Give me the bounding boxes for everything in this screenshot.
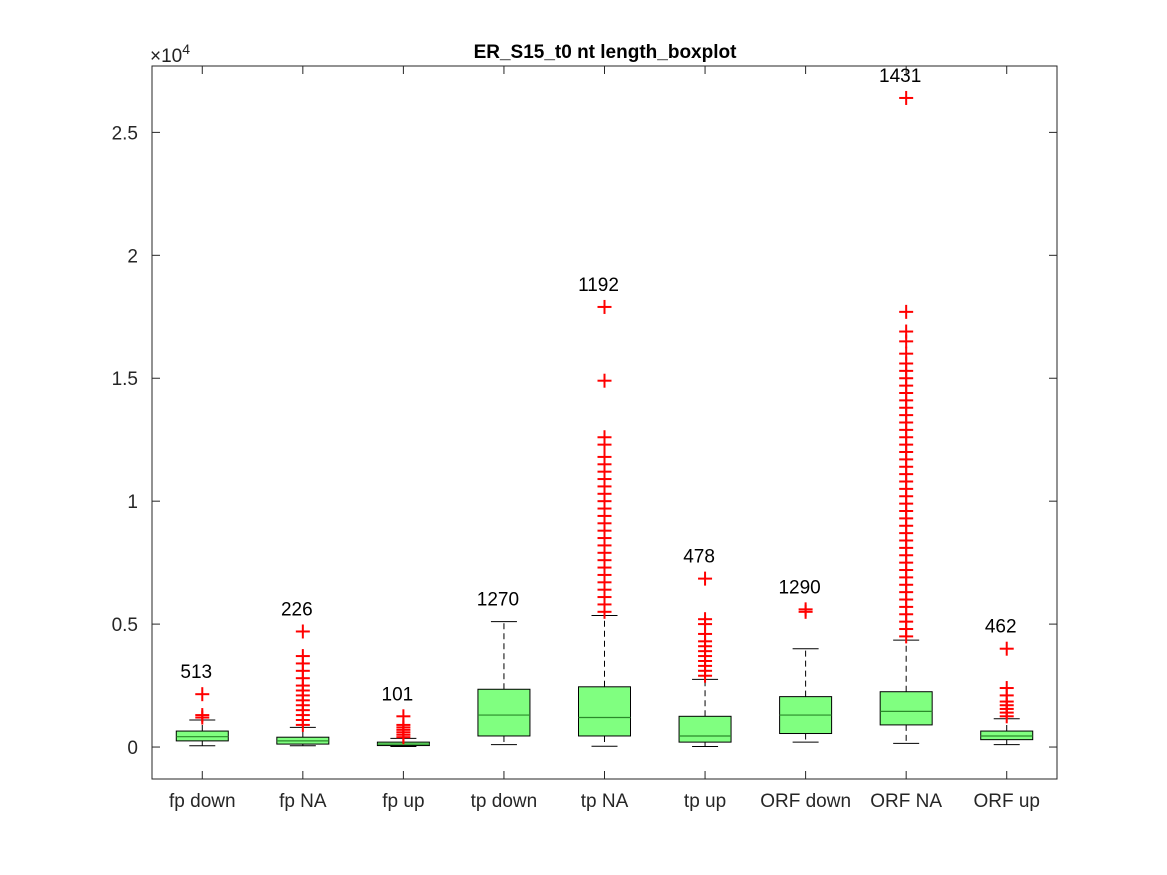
- box: [578, 686, 631, 737]
- x-tick-label: tp up: [684, 791, 726, 812]
- count-label: 1431: [879, 66, 921, 87]
- count-label: 1192: [578, 275, 619, 296]
- svg-text:×104: ×104: [150, 41, 190, 67]
- y-axis: 0 0.5 1 1.5 2 2.5: [112, 123, 1057, 759]
- outlier-marker: [999, 681, 1014, 696]
- outlier-marker: [698, 571, 713, 586]
- chart-title: ER_S15_t0 nt length_boxplot: [474, 42, 738, 63]
- box: [879, 691, 933, 726]
- box-series: [175, 90, 1034, 748]
- box-group: [477, 621, 531, 746]
- y-tick-label: 1.5: [112, 369, 138, 390]
- count-label: 478: [683, 547, 715, 568]
- x-tick-label: ORF up: [973, 791, 1040, 812]
- outlier-marker: [597, 299, 612, 314]
- outlier-marker: [899, 90, 914, 105]
- count-labels: 513 226 101 1270 1192 478 1290 1431 462: [180, 66, 1016, 705]
- outlier-marker: [899, 304, 914, 319]
- outlier-marker: [396, 709, 411, 724]
- box-group: [879, 90, 933, 744]
- y-tick-label: 2: [127, 246, 138, 267]
- x-tick-label: fp NA: [279, 791, 327, 812]
- y-tick-label: 1: [127, 492, 138, 513]
- x-tick-label: fp up: [382, 791, 424, 812]
- x-tick-label: ORF NA: [870, 791, 942, 812]
- x-axis: fp down fp NA fp up tp down tp NA tp up ORF do…: [169, 66, 1040, 812]
- outlier-marker: [597, 373, 612, 388]
- x-tick-label: tp NA: [581, 791, 629, 812]
- box: [980, 730, 1034, 741]
- box: [175, 730, 229, 742]
- y-axis-exponent-label: ×104: [150, 41, 190, 67]
- outlier-marker: [295, 624, 310, 639]
- outlier-marker: [798, 602, 813, 617]
- x-tick-label: tp down: [471, 791, 538, 812]
- y-axis-exponent-base: ×10: [150, 46, 182, 67]
- outlier-marker: [698, 612, 713, 627]
- box-group: [980, 641, 1034, 746]
- outlier-marker: [195, 687, 210, 702]
- outlier-marker: [999, 641, 1014, 656]
- count-label: 101: [382, 684, 414, 705]
- y-tick-label: 0: [127, 738, 138, 759]
- outlier-marker: [597, 449, 612, 464]
- y-axis-exponent-power: 4: [182, 41, 190, 57]
- outlier-marker: [899, 324, 914, 339]
- count-label: 513: [180, 662, 212, 683]
- count-label: 462: [985, 617, 1017, 638]
- count-label: 1270: [477, 590, 519, 611]
- x-tick-label: ORF down: [760, 791, 851, 812]
- y-tick-label: 0.5: [112, 615, 138, 636]
- count-label: 226: [281, 599, 313, 620]
- x-tick-label: fp down: [169, 791, 236, 812]
- box-group: [578, 299, 631, 747]
- count-label: 1290: [778, 577, 820, 598]
- box: [477, 688, 531, 737]
- outlier-marker: [195, 708, 210, 723]
- box-group: [376, 709, 430, 748]
- box: [678, 715, 732, 743]
- box-group: [678, 571, 732, 748]
- box-group: [276, 624, 330, 747]
- box-group: [175, 687, 229, 747]
- box-group: [779, 602, 833, 743]
- outlier-marker: [899, 346, 914, 361]
- y-tick-label: 2.5: [112, 123, 138, 144]
- outlier-marker: [597, 430, 612, 445]
- outlier-marker: [295, 649, 310, 664]
